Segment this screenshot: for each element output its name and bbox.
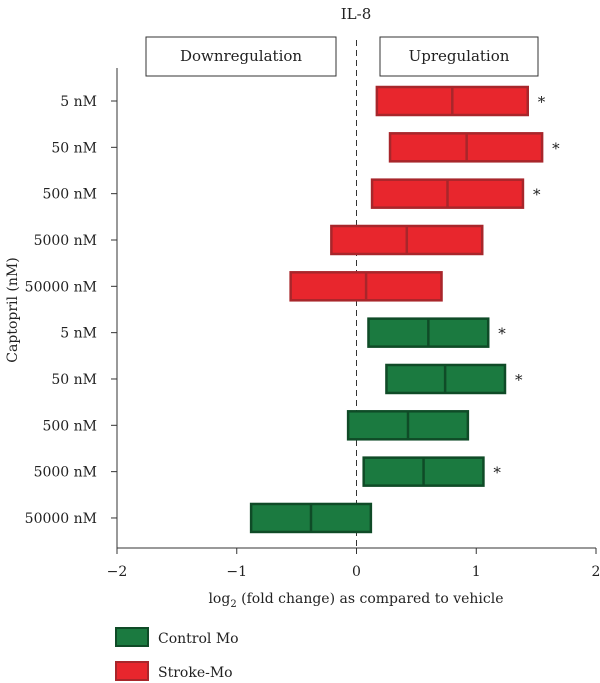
- x-tick-label: −1: [226, 564, 247, 580]
- y-tick-label: 50 nM: [51, 372, 97, 388]
- significance-star: *: [552, 139, 560, 157]
- y-tick-label: 50 nM: [51, 140, 97, 156]
- legend: Control Mo Stroke-Mo: [115, 627, 239, 681]
- legend-label-stroke: Stroke-Mo: [158, 665, 233, 681]
- plot-area: −2 −1 0 1 2 5 nM * 50 nM * 500 nM * 5000 nM 50000 nM…: [25, 40, 600, 580]
- y-tick-label: 500 nM: [42, 418, 97, 434]
- y-tick-label: 5000 nM: [34, 233, 97, 249]
- y-axis-label: Captopril (nM): [5, 257, 21, 362]
- significance-star: *: [498, 325, 506, 343]
- y-tick-label: 5 nM: [60, 94, 97, 110]
- significance-star: *: [533, 186, 541, 204]
- x-axis-label: log2 (fold change) as compared to vehicl…: [208, 591, 503, 610]
- x-tick-label: −2: [107, 564, 128, 580]
- y-tick-label: 500 nM: [42, 187, 97, 203]
- x-tick-label: 0: [352, 564, 361, 580]
- legend-swatch-stroke: [115, 661, 149, 681]
- upregulation-label: Upregulation: [409, 47, 510, 65]
- y-tick-label: 50000 nM: [25, 279, 97, 295]
- y-tick-label: 5 nM: [60, 326, 97, 342]
- x-tick-label: 1: [472, 564, 481, 580]
- y-tick-label: 50000 nM: [25, 511, 97, 527]
- chart-title: IL-8: [341, 5, 372, 23]
- upregulation-box: Upregulation: [379, 36, 539, 77]
- significance-star: *: [493, 464, 501, 482]
- y-tick-label: 5000 nM: [34, 465, 97, 481]
- significance-star: *: [538, 93, 546, 111]
- legend-swatch-control: [115, 627, 149, 647]
- significance-star: *: [515, 371, 523, 389]
- downregulation-label: Downregulation: [180, 47, 302, 65]
- downregulation-box: Downregulation: [145, 36, 337, 77]
- legend-label-control: Control Mo: [158, 631, 239, 647]
- x-tick-label: 2: [592, 564, 600, 580]
